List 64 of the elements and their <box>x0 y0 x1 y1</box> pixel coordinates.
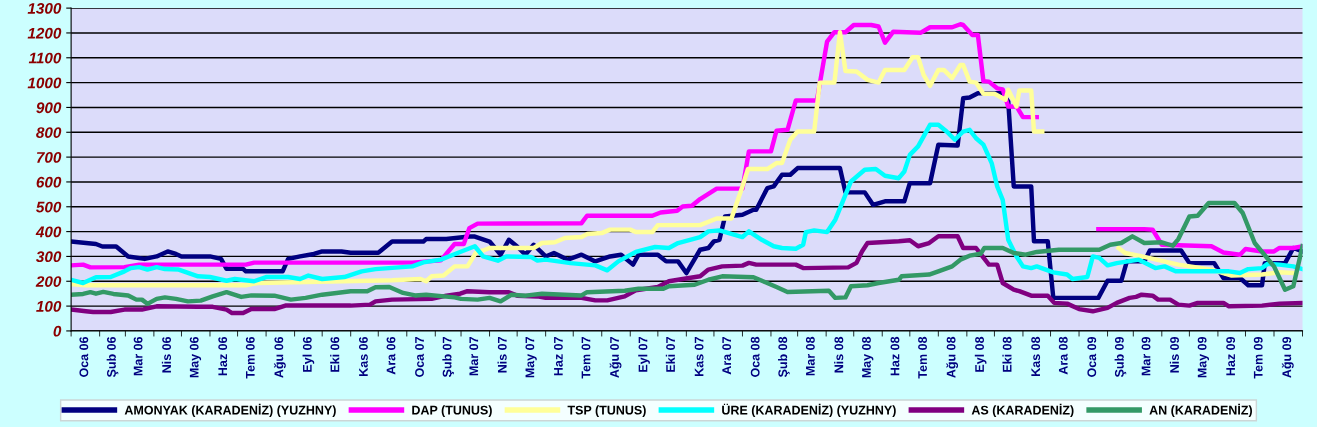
x-tick-label: Nis 06 <box>161 336 172 373</box>
legend-label: AN (KARADENİZ) <box>1149 403 1252 417</box>
y-tick-label: 700 <box>36 151 62 163</box>
x-tick-label: Ara 08 <box>1058 336 1068 375</box>
x-tick-label: Ağu 09 <box>1281 336 1294 378</box>
x-tick-label: Ara 06 <box>386 336 396 375</box>
x-tick-label: Nis 07 <box>497 337 507 373</box>
x-tick-label: Eyl 08 <box>974 336 987 372</box>
x-tick-label: Tem 07 <box>581 337 591 379</box>
x-tick-label: Tem 06 <box>245 336 255 379</box>
x-tick-label: Kas 08 <box>1031 336 1041 376</box>
x-tick-label: Mar 07 <box>469 337 479 376</box>
x-tick-label: Oca 09 <box>1087 336 1097 377</box>
x-tick-label: Tem 09 <box>1253 336 1263 379</box>
x-tick-label: Nis 09 <box>1169 336 1179 373</box>
y-tick-label: 800 <box>36 127 62 138</box>
y-tick-label: 200 <box>35 276 62 287</box>
x-tick-label: Oca 07 <box>415 337 424 377</box>
y-tick-label: 1100 <box>28 52 62 64</box>
x-tick-label: Şub 07 <box>442 337 454 378</box>
y-tick-label: 100 <box>36 300 62 312</box>
y-tick-label: 400 <box>35 226 62 238</box>
x-tick-label: Şub 08 <box>778 336 790 378</box>
x-tick-label: Haz 08 <box>890 336 900 376</box>
x-tick-label: Ağu 08 <box>946 336 959 378</box>
x-tick-label: Mar 09 <box>1141 336 1151 376</box>
x-tick-label: May 07 <box>525 337 537 378</box>
x-tick-label: Oca 08 <box>750 336 760 377</box>
x-tick-label: Oca 06 <box>79 336 89 377</box>
x-tick-label: Mar 06 <box>133 336 143 376</box>
x-tick-label: Nis 08 <box>834 336 844 373</box>
y-tick-label: 1000 <box>27 77 62 89</box>
legend-label: AS (KARADENİZ) <box>971 403 1074 417</box>
legend-label: ÜRE (KARADENİZ) (YUZHNY) <box>722 403 896 417</box>
x-tick-label: May 06 <box>189 336 202 378</box>
x-tick-label: Kas 07 <box>694 337 704 376</box>
x-tick-label: Mar 08 <box>805 336 815 376</box>
x-tick-label: Tem 08 <box>918 336 927 379</box>
x-tick-label: Eyl 07 <box>638 337 650 372</box>
x-tick-label: Ağu 06 <box>273 336 286 378</box>
x-tick-label: Şub 09 <box>1114 336 1127 378</box>
y-tick-label: 300 <box>36 251 62 263</box>
x-tick-label: May 08 <box>862 336 874 378</box>
y-tick-label: 500 <box>36 201 62 213</box>
x-tick-label: Ağu 07 <box>609 337 622 378</box>
y-tick-label: 600 <box>36 176 62 188</box>
x-tick-label: Kas 06 <box>358 336 368 376</box>
x-tick-label: Haz 06 <box>218 336 228 376</box>
x-tick-label: Eki 08 <box>1002 336 1012 372</box>
x-tick-label: Şub 06 <box>106 336 119 378</box>
x-tick-label: Haz 09 <box>1226 336 1236 376</box>
y-tick-label: 0 <box>53 325 62 337</box>
x-tick-label: May 09 <box>1197 336 1210 378</box>
x-tick-label: Eyl 06 <box>302 336 315 372</box>
x-tick-label: Eki 07 <box>665 337 675 372</box>
x-tick-label: Haz 07 <box>553 337 563 376</box>
x-tick-label: Eki 06 <box>330 336 340 372</box>
x-tick-label: Ara 07 <box>722 337 732 375</box>
y-tick-label: 1200 <box>27 27 62 39</box>
legend-label: DAP (TUNUS) <box>412 405 492 417</box>
legend-label: AMONYAK (KARADENİZ) (YUZHNY) <box>124 403 336 417</box>
legend-label: TSP (TUNUS) <box>567 405 646 417</box>
y-tick-label: 1300 <box>27 2 62 14</box>
y-tick-label: 900 <box>36 102 62 114</box>
